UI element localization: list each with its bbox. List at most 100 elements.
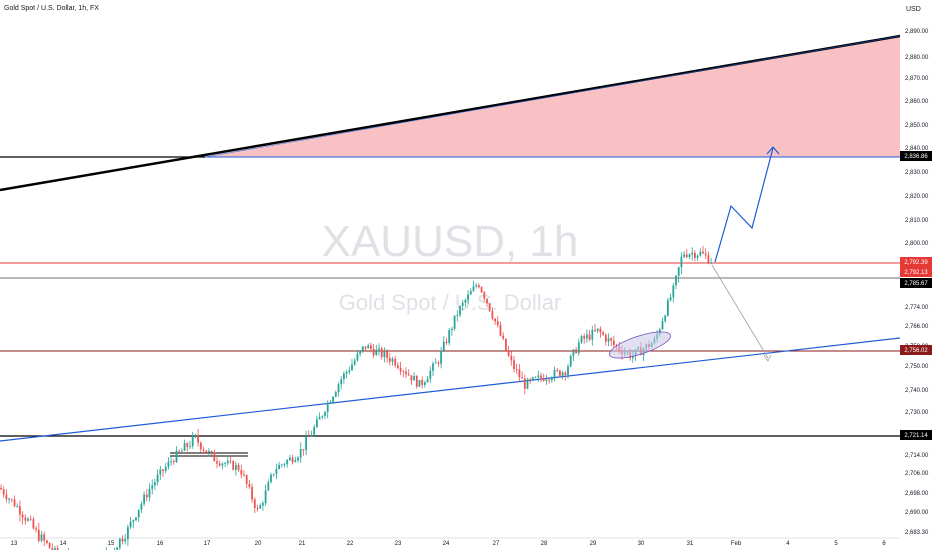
price-tag-label: 2,792.13 [904,270,928,276]
y-axis-label: 2,880.00 [905,55,929,61]
candle-body [167,461,170,467]
candle-body [561,372,564,376]
candle [235,461,237,476]
candle-body [13,499,16,507]
candle-body [170,461,172,462]
candle-body [453,315,456,329]
candle-body [496,321,499,326]
candle-body [594,329,596,331]
candle [680,252,683,275]
candle-body [399,367,402,372]
candle [383,347,386,363]
candle [437,360,440,367]
candle-body [353,360,356,365]
candle [299,442,302,463]
candle [542,373,545,382]
candle [351,359,353,371]
candle-body [186,443,189,447]
candle [505,338,507,352]
candle-body [691,252,694,255]
candle [243,470,245,477]
candle [237,463,240,472]
candle [262,500,264,511]
candle [272,473,275,477]
candle [159,465,162,480]
candle-body [43,534,46,541]
candle-body [388,357,391,362]
x-axis-label: 6 [882,541,886,547]
candle [194,433,197,439]
candle [181,448,183,452]
candle [21,511,24,525]
candle-body [159,469,162,475]
candle-body [491,310,494,319]
candle [432,361,434,377]
x-axis-label: 4 [786,541,790,547]
candle-body [135,517,137,521]
candle-body [469,291,472,295]
candle [664,314,667,323]
candle [40,530,43,543]
candle-body [318,417,321,420]
candle-body [162,469,164,472]
candle-body [275,468,278,475]
candle [37,522,40,543]
candle [397,362,399,370]
candle [405,367,407,379]
pattern-ellipse [609,331,671,359]
candle [523,374,526,395]
candle-body [199,442,202,450]
price-tag-label: 2,792.39 [904,260,928,266]
candle [210,450,213,456]
candle-body [24,517,27,521]
candle [154,479,156,490]
candle [451,326,453,336]
candle [280,463,283,468]
price-tag: 2,836.86 [900,151,932,161]
candle-body [631,355,634,359]
candle [567,363,569,379]
candle-body [189,446,191,447]
candle-body [29,518,32,520]
candle-body [486,298,488,304]
candle-body [507,350,510,356]
candle-body [432,363,434,371]
candle-body [116,547,118,550]
x-axis-label: 21 [299,541,306,547]
candle [696,254,699,261]
candle [448,327,451,346]
candle-body [218,463,221,466]
candle-body [542,377,545,381]
candle [526,377,529,390]
candle-body [183,443,186,451]
x-axis-label: 23 [395,541,402,547]
candle-body [340,379,343,385]
candle-body [210,451,213,453]
candle-body [577,342,580,354]
y-axis-label: 2,766.00 [905,324,929,330]
candle [56,545,59,550]
candle [467,290,469,304]
candle-body [51,548,54,550]
candle [372,344,375,358]
candle [364,346,367,352]
candle [672,282,675,303]
candle [478,283,480,289]
x-axis-label: 17 [204,541,211,547]
candle [164,463,167,474]
candle [313,424,316,437]
candle-body [321,415,324,418]
candle-body [699,251,702,256]
candle [259,503,262,510]
currency-label: USD [906,6,921,13]
candle-body [299,449,302,458]
candle-body [178,450,181,452]
trendline-upper-overlay [204,35,901,158]
candle [367,343,370,349]
candle-body [235,465,237,470]
candle-body [259,505,262,509]
candle [688,253,691,260]
candle-body [442,341,445,351]
